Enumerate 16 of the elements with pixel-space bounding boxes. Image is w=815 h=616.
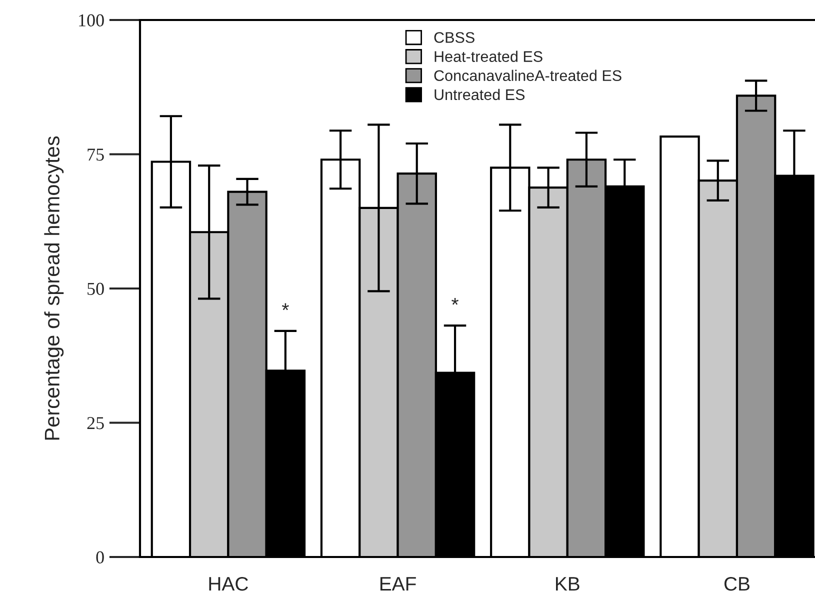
y-tick-label: 50 [88,282,104,295]
x-tick-label: HAC [209,576,248,591]
y-tick-label: 75 [88,148,104,161]
x-tick-label: EAF [380,577,416,591]
annotation: * [282,303,289,310]
y-tick-label: 0 [96,551,104,564]
annotation: * [452,298,459,305]
legend-label: ConcanavalineA-treated ES [434,70,622,82]
y-axis-title: Percentage of spread hemocytes [44,136,64,440]
x-tick-label: CB [724,576,750,591]
legend-label: Heat-treated ES [434,50,542,62]
x-tick-label: KB [556,577,580,591]
legend-label: Untreated ES [434,88,525,100]
y-tick-label: 25 [87,417,104,430]
legend-label: CBSS [434,32,474,43]
y-tick-label: 100 [79,14,104,26]
